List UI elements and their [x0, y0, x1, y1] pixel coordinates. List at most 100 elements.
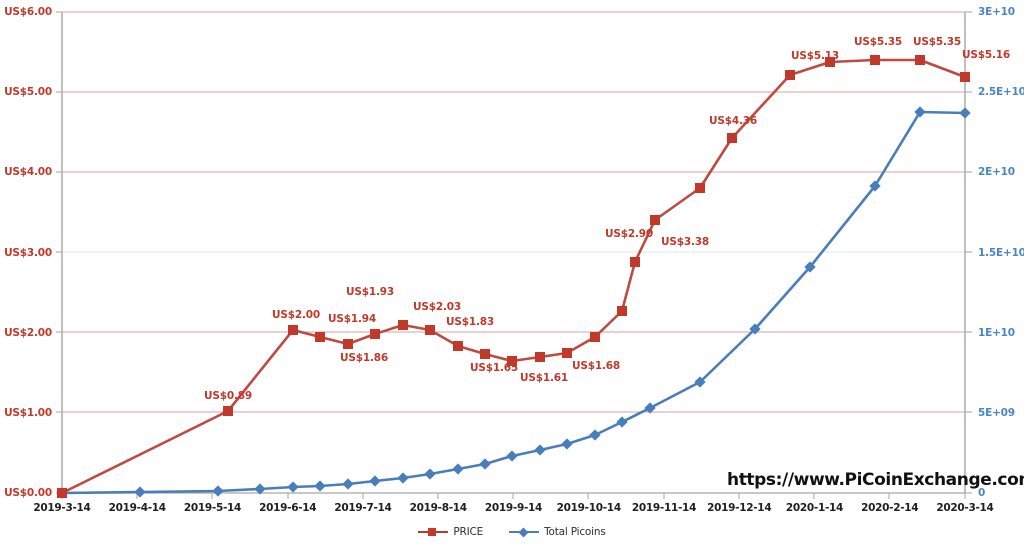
- x-axis-tick-4: 2019-7-14: [334, 502, 392, 514]
- price-marker-15: [630, 257, 640, 267]
- right-axis-tick-4: 2E+10: [978, 166, 1015, 179]
- picoins-marker-8: [397, 472, 409, 484]
- price-marker-14: [617, 306, 627, 316]
- right-axis-tick-5: 2.5E+10: [978, 86, 1024, 99]
- price-value-label-3: US$1.86: [340, 352, 388, 364]
- left-axis-tick-1: US$1.00: [4, 406, 52, 419]
- price-marker-20: [825, 57, 835, 67]
- x-axis-tick-5: 2019-8-14: [409, 502, 467, 514]
- x-axis-tick-7: 2019-10-14: [556, 502, 621, 514]
- picoins-marker-4: [287, 481, 299, 493]
- price-value-label-2: US$1.94: [328, 313, 376, 325]
- price-value-label-12: US$4.36: [709, 115, 757, 127]
- picoins-marker-9: [424, 468, 436, 480]
- x-axis-tick-10: 2020-1-14: [785, 502, 844, 514]
- x-axis-tick-8: 2019-11-14: [631, 502, 697, 514]
- picoins-marker-10: [452, 463, 464, 475]
- price-marker-9: [480, 349, 490, 359]
- price-marker-19: [785, 70, 795, 80]
- picoins-marker-13: [534, 444, 546, 456]
- right-axis-tick-6: 3E+10: [978, 6, 1015, 18]
- price-marker-5: [370, 329, 380, 339]
- price-value-label-9: US$1.68: [572, 360, 620, 372]
- price-marker-18: [727, 133, 737, 143]
- chart-legend: PRICE Total Picoins: [0, 526, 1024, 538]
- price-marker-16: [650, 215, 660, 225]
- price-marker-1: [223, 406, 233, 416]
- total-picoins-line: [60, 110, 967, 495]
- picoins-marker-22: [914, 106, 926, 118]
- x-axis-tick-0: 2019-3-14: [33, 502, 91, 514]
- left-axis-tick-0: US$0.00: [4, 487, 52, 499]
- x-axis-tick-6: 2019-9-14: [484, 502, 543, 514]
- left-axis-tick-2: US$2.00: [4, 326, 52, 339]
- price-marker-6: [398, 320, 408, 330]
- price-marker-3: [315, 332, 325, 342]
- price-marker-12: [562, 348, 572, 358]
- picoins-marker-2: [212, 485, 224, 497]
- picoins-marker-15: [589, 429, 601, 441]
- right-axis-tick-0: 0: [978, 487, 986, 499]
- watermark-url: https://www.PiCoinExchange.com: [727, 470, 1024, 490]
- price-marker-22: [915, 55, 925, 65]
- picoins-marker-17: [644, 402, 656, 414]
- price-marker-10: [507, 356, 517, 366]
- price-marker-7: [425, 325, 435, 335]
- price-value-label-11: US$3.38: [661, 236, 709, 248]
- left-axis-ticks: [56, 11, 62, 494]
- price-marker-17: [695, 183, 705, 193]
- price-value-label-8: US$1.61: [520, 372, 568, 384]
- picoins-marker-12: [506, 450, 518, 462]
- picoins-marker-11: [479, 458, 491, 470]
- picoins-marker-23: [959, 107, 971, 119]
- legend-label-total-picoins: Total Picoins: [544, 526, 606, 538]
- x-axis-ticks: [61, 493, 966, 499]
- right-axis-tick-1: 5E+09: [978, 406, 1015, 419]
- x-axis-tick-2: 2019-5-14: [183, 502, 242, 514]
- price-value-label-1: US$2.00: [272, 309, 320, 321]
- price-value-label-10: US$2.90: [605, 228, 653, 240]
- x-axis-tick-1: 2019-4-14: [108, 502, 166, 514]
- price-value-label-0: US$0.89: [204, 390, 252, 402]
- legend-item-total-picoins[interactable]: Total Picoins: [509, 526, 606, 538]
- picoins-marker-5: [314, 480, 326, 492]
- price-value-label-15: US$5.35: [913, 36, 961, 48]
- legend-label-price: PRICE: [453, 526, 484, 538]
- left-axis-tick-4: US$4.00: [4, 166, 52, 179]
- right-axis-tick-3: 1.5E+10: [978, 246, 1024, 259]
- x-axis-tick-12: 2020-3-14: [936, 502, 994, 514]
- price-marker-23: [960, 72, 970, 82]
- price-value-label-5: US$1.93: [346, 286, 394, 298]
- x-axis-tick-9: 2019-12-14: [707, 502, 772, 514]
- right-axis-tick-2: 1E+10: [978, 326, 1015, 339]
- left-axis-tick-5: US$5.00: [4, 86, 52, 99]
- price-marker-13: [590, 332, 600, 342]
- price-value-label-4: US$2.03: [413, 301, 461, 313]
- square-marker-icon: [418, 527, 449, 538]
- picoins-marker-6: [342, 478, 354, 490]
- price-marker-4: [343, 339, 353, 349]
- picoins-marker-3: [254, 483, 266, 495]
- right-axis-ticks: [965, 11, 972, 494]
- total-picoins-markers: [56, 106, 971, 499]
- price-value-label-7: US$1.65: [470, 362, 518, 374]
- left-axis-tick-6: US$6.00: [4, 6, 52, 18]
- price-marker-0: [57, 488, 67, 498]
- picoins-marker-7: [369, 475, 381, 487]
- price-line: [60, 58, 967, 495]
- picoins-marker-16: [616, 416, 628, 428]
- diamond-marker-icon: [509, 527, 540, 538]
- picoins-marker-18: [694, 376, 706, 388]
- price-marker-21: [870, 55, 880, 65]
- left-axis-tick-3: US$3.00: [4, 246, 52, 259]
- price-marker-2: [288, 325, 298, 335]
- picoins-marker-21: [869, 180, 881, 192]
- picoins-marker-19: [749, 323, 761, 335]
- legend-item-price[interactable]: PRICE: [418, 526, 483, 538]
- picoins-marker-1: [134, 486, 146, 498]
- price-value-label-14: US$5.35: [854, 36, 902, 48]
- x-axis-tick-11: 2020-2-14: [861, 502, 919, 514]
- price-value-label-13: US$5.13: [791, 50, 839, 62]
